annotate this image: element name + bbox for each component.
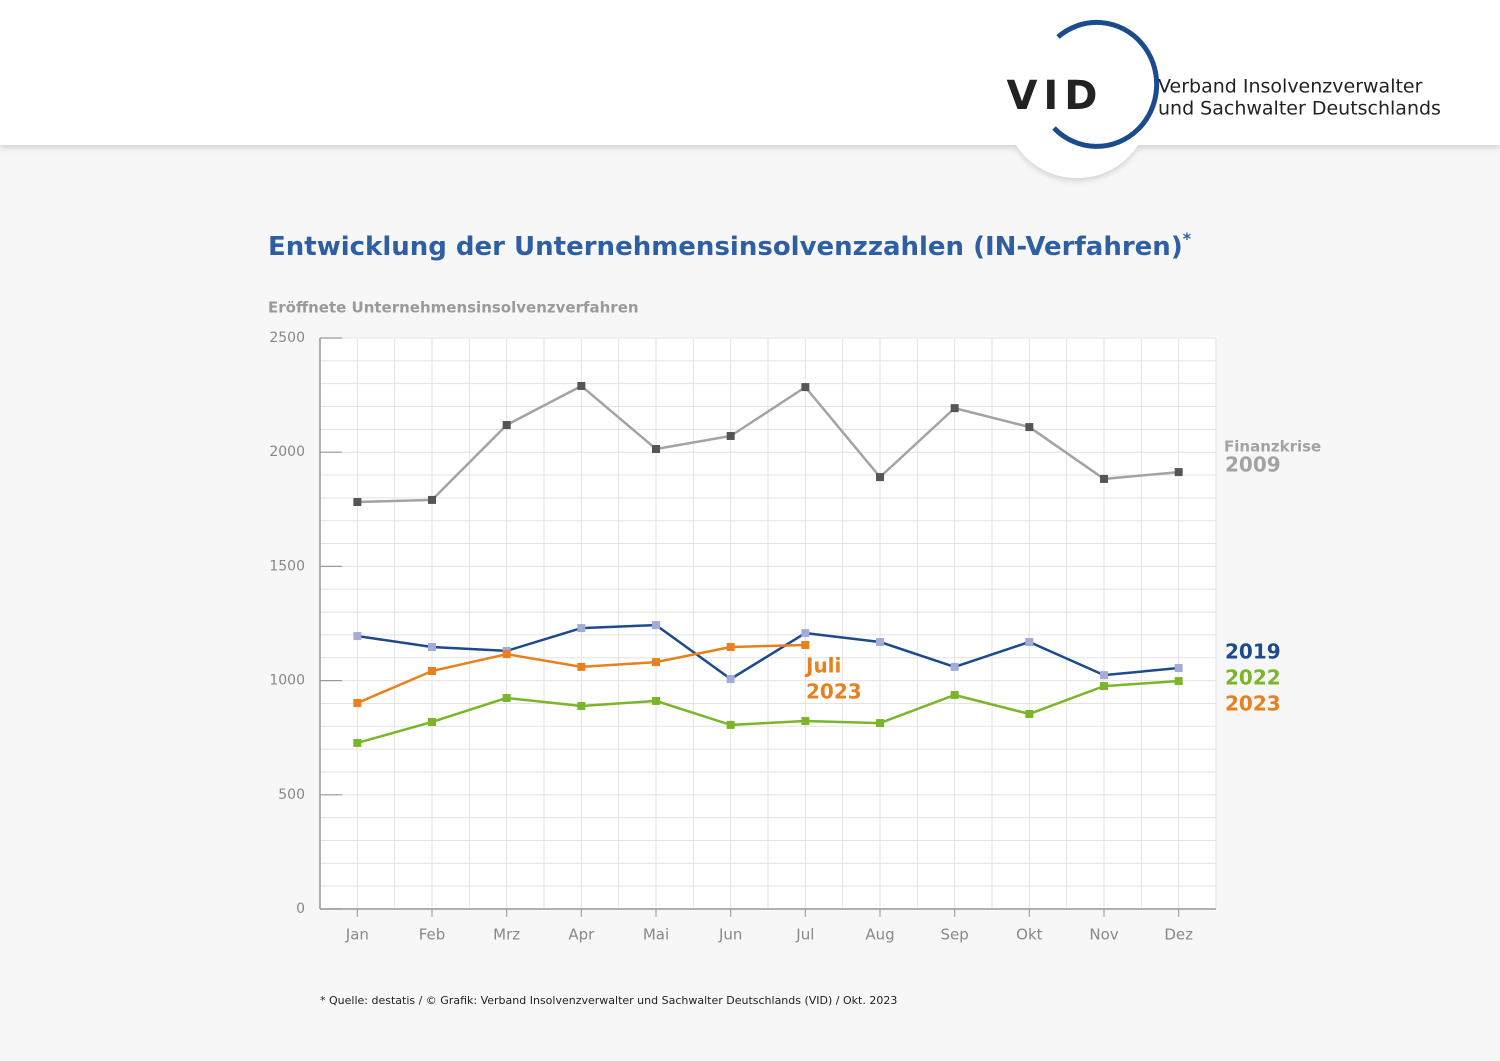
x-tick-label: Jan — [345, 926, 369, 944]
data-point — [1025, 423, 1034, 432]
data-point — [876, 719, 884, 728]
y-tick-label: 1000 — [269, 673, 305, 689]
logo-arc — [1052, 19, 1160, 149]
series-line — [356, 679, 1179, 745]
x-tick-label: Apr — [568, 926, 595, 944]
title-marker: * — [1183, 229, 1192, 248]
x-tick-label: Mrz — [493, 926, 520, 944]
data-point — [428, 643, 436, 652]
data-point — [353, 632, 362, 641]
data-point — [801, 383, 810, 392]
data-point — [502, 421, 511, 430]
data-point — [577, 701, 586, 710]
data-point — [876, 638, 884, 647]
data-point — [801, 717, 810, 726]
data-point — [353, 738, 362, 747]
data-point — [1100, 474, 1108, 483]
y-axis-label: Eröffnete Unternehmensinsolvenzverfahren — [268, 299, 639, 317]
footnote: * Quelle: destatis / © Grafik: Verband I… — [320, 994, 897, 1007]
data-point — [1174, 468, 1183, 477]
data-point — [577, 381, 586, 390]
annotation: 2023 — [806, 680, 862, 704]
data-point — [1100, 682, 1108, 691]
x-tick-label: Dez — [1164, 926, 1193, 944]
data-point — [353, 698, 362, 707]
data-point — [652, 445, 660, 454]
data-point — [726, 675, 735, 684]
y-tick-label: 500 — [278, 787, 305, 803]
data-point — [950, 404, 959, 413]
x-tick-label: Nov — [1089, 926, 1118, 944]
data-point — [353, 497, 362, 506]
data-point — [428, 667, 436, 676]
data-point — [652, 621, 660, 630]
series-line — [357, 623, 1179, 681]
series-line — [357, 384, 1179, 504]
legend-label: 2009 — [1225, 453, 1281, 477]
data-point — [950, 662, 959, 671]
y-tick-label: 2500 — [269, 330, 305, 346]
org-name: und Sachwalter Deutschlands — [1158, 98, 1441, 120]
data-point — [1100, 671, 1108, 680]
x-tick-label: Okt — [1016, 926, 1042, 944]
legend-label: 2019 — [1225, 640, 1281, 664]
data-point — [1025, 709, 1034, 718]
data-point — [577, 624, 586, 633]
y-tick-label: 0 — [296, 901, 305, 917]
x-tick-label: Jun — [718, 926, 742, 944]
data-point — [1174, 677, 1183, 686]
data-point — [652, 658, 660, 667]
data-point — [726, 643, 735, 652]
data-point — [950, 690, 959, 699]
x-tick-label: Sep — [941, 926, 969, 944]
data-point — [1174, 664, 1183, 673]
legend-label: 2023 — [1225, 692, 1281, 716]
data-point — [801, 629, 810, 638]
data-point — [726, 431, 735, 440]
data-point — [726, 720, 735, 729]
data-point — [502, 650, 511, 659]
data-point — [1025, 638, 1034, 647]
data-point — [801, 640, 810, 649]
x-tick-label: Feb — [419, 926, 446, 944]
data-point — [652, 696, 660, 705]
y-tick-label: 2000 — [269, 444, 305, 460]
annotation: Juli — [804, 654, 841, 678]
x-tick-label: Jul — [795, 926, 814, 944]
title-text: Entwicklung der Unternehmensinsolvenzzah… — [268, 232, 1183, 262]
data-point — [428, 495, 436, 504]
y-tick-label: 1500 — [269, 558, 305, 574]
logo-text: VID — [1006, 73, 1103, 119]
org-name: Verband Insolvenzverwalter — [1158, 76, 1423, 98]
data-point — [876, 473, 884, 482]
data-point — [577, 662, 586, 671]
legend-label: 2022 — [1225, 666, 1281, 690]
data-point — [502, 693, 511, 702]
header-cover — [0, 0, 1500, 145]
x-tick-label: Mai — [643, 926, 669, 944]
legend-note: Finanzkrise — [1224, 438, 1321, 456]
x-tick-label: Aug — [865, 926, 894, 944]
chart-title: Entwicklung der Unternehmensinsolvenzzah… — [268, 229, 1192, 262]
data-point — [428, 717, 436, 726]
